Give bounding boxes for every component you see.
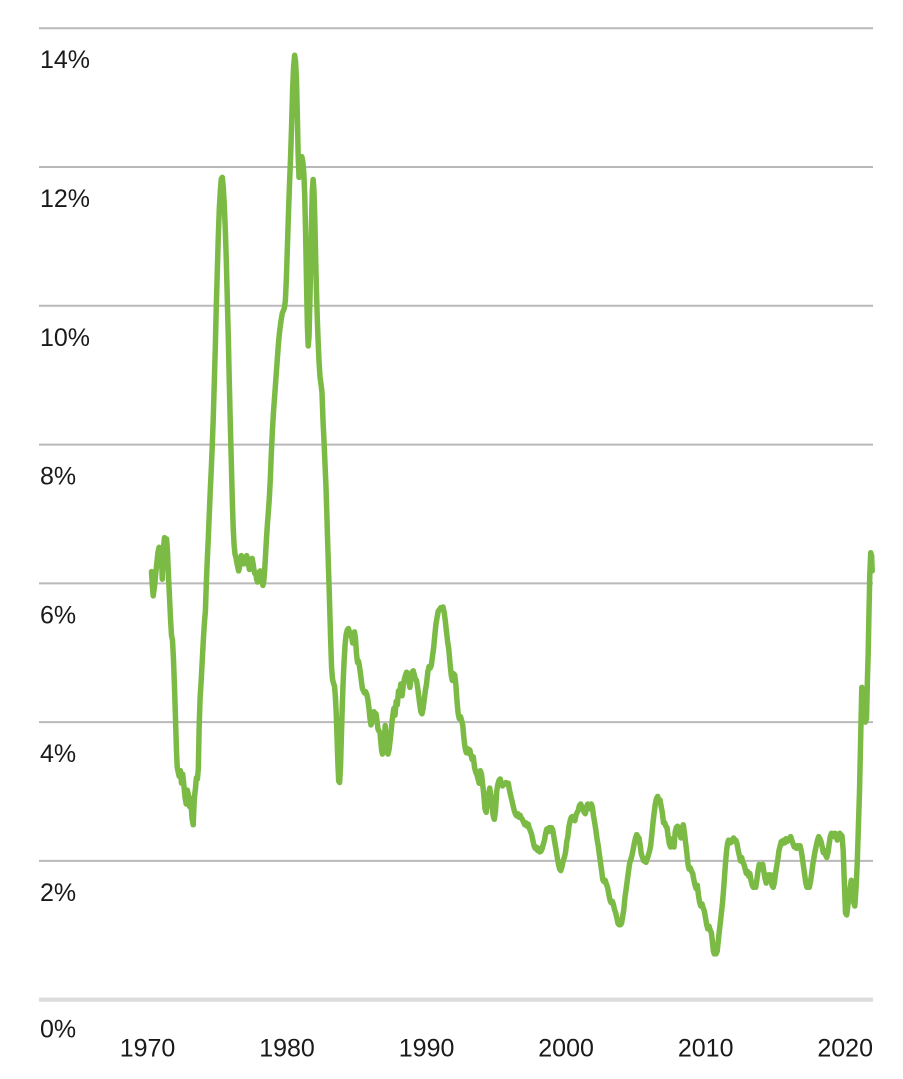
svg-text:12%: 12% bbox=[40, 185, 90, 213]
svg-text:10%: 10% bbox=[40, 324, 90, 352]
svg-text:2%: 2% bbox=[40, 879, 76, 907]
svg-text:2020: 2020 bbox=[817, 1035, 873, 1063]
svg-text:8%: 8% bbox=[40, 463, 76, 491]
svg-text:1990: 1990 bbox=[399, 1035, 455, 1063]
svg-text:0%: 0% bbox=[40, 1016, 76, 1044]
svg-text:6%: 6% bbox=[40, 601, 76, 629]
svg-text:14%: 14% bbox=[40, 46, 90, 74]
svg-text:4%: 4% bbox=[40, 740, 76, 768]
svg-text:2000: 2000 bbox=[538, 1035, 594, 1063]
svg-text:2010: 2010 bbox=[678, 1035, 734, 1063]
svg-text:1980: 1980 bbox=[259, 1035, 315, 1063]
svg-text:1970: 1970 bbox=[120, 1035, 176, 1063]
